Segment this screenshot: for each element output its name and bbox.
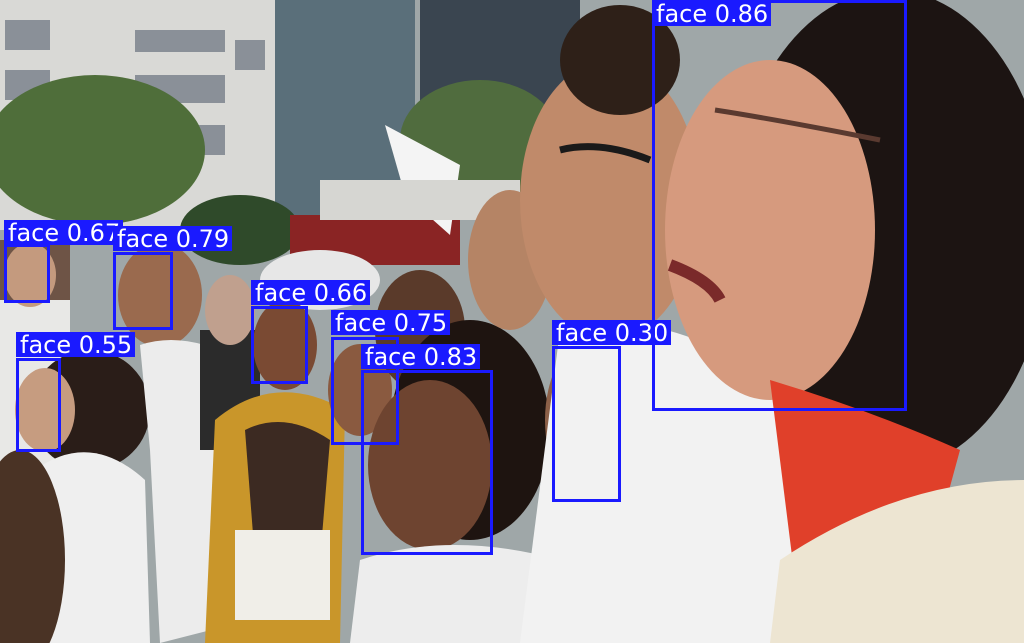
bounding-box bbox=[361, 370, 493, 555]
bounding-box bbox=[331, 337, 399, 445]
detection-label: face 0.67 bbox=[4, 220, 124, 245]
detection-label: face 0.30 bbox=[552, 320, 672, 345]
bounding-box bbox=[113, 252, 173, 330]
bounding-box bbox=[652, 0, 907, 411]
detection-label: face 0.83 bbox=[361, 344, 481, 369]
bounding-box bbox=[251, 306, 308, 384]
bounding-box bbox=[552, 346, 621, 502]
detection-label: face 0.55 bbox=[16, 332, 136, 357]
detection-label: face 0.86 bbox=[652, 1, 772, 26]
bounding-box bbox=[4, 244, 50, 303]
detection-label: face 0.79 bbox=[113, 226, 233, 251]
detection-label: face 0.66 bbox=[251, 280, 371, 305]
bounding-box bbox=[16, 358, 61, 452]
detection-label: face 0.75 bbox=[331, 310, 451, 335]
